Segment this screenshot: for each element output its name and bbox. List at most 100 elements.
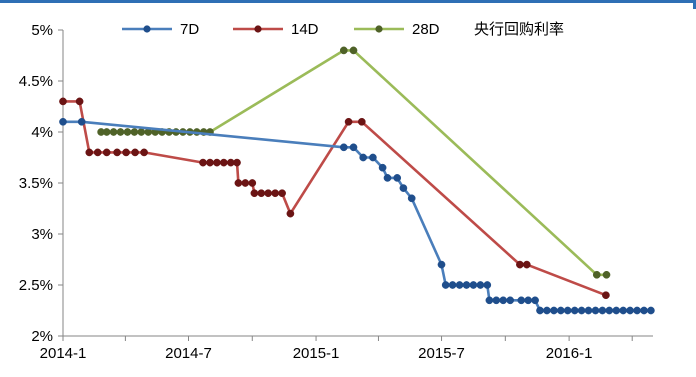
top-border — [0, 0, 696, 3]
legend-label-7D: 7D — [180, 21, 199, 38]
y-tick-label: 3% — [31, 226, 53, 243]
data-point-7D — [359, 153, 368, 162]
legend: 7D 14D 28D 央行回购利率 — [122, 21, 564, 38]
data-point-7D — [483, 281, 492, 289]
data-point-28D — [116, 128, 125, 136]
series-line-28D — [101, 49, 607, 277]
data-point-28D — [349, 46, 358, 55]
data-point-7D — [462, 281, 471, 289]
y-tick-label: 3.5% — [19, 175, 53, 192]
y-tick-label: 5% — [31, 22, 53, 39]
series-line-7D — [63, 120, 651, 312]
data-point-7D — [619, 306, 628, 315]
legend-marker-7D — [143, 25, 151, 33]
data-point-28D — [339, 46, 348, 55]
data-point-7D — [570, 306, 579, 315]
data-point-14D — [241, 179, 250, 187]
data-point-14D — [271, 189, 280, 198]
data-point-7D — [626, 306, 634, 315]
x-tick-label: 2016-1 — [546, 345, 593, 362]
data-point-7D — [485, 296, 494, 305]
data-point-14D — [602, 291, 610, 300]
data-point-28D — [109, 128, 118, 136]
legend-marker-14D — [254, 25, 262, 33]
data-point-7D — [524, 296, 533, 305]
legend-marker-28D — [375, 25, 383, 33]
data-point-7D — [476, 281, 485, 289]
data-point-14D — [234, 179, 243, 187]
data-point-7D — [506, 296, 515, 305]
data-point-7D — [393, 174, 402, 182]
data-point-7D — [584, 306, 593, 315]
data-point-7D — [399, 184, 408, 192]
data-point-14D — [213, 158, 221, 167]
data-point-7D — [339, 143, 348, 152]
data-point-14D — [219, 158, 228, 167]
data-point-7D — [591, 306, 600, 315]
data-point-7D — [647, 306, 655, 315]
chart-title: 央行回购利率 — [474, 21, 564, 38]
data-point-14D — [206, 158, 214, 167]
data-point-7D — [407, 194, 416, 203]
data-point-14D — [286, 209, 295, 218]
data-point-7D — [605, 306, 614, 315]
data-point-14D — [250, 189, 259, 198]
legend-label-28D: 28D — [412, 21, 440, 38]
data-point-28D — [592, 270, 601, 279]
data-point-14D — [59, 97, 67, 106]
data-point-14D — [357, 117, 366, 126]
y-tick-label: 2.5% — [19, 277, 53, 294]
data-point-28D — [130, 128, 139, 136]
data-point-7D — [448, 281, 457, 289]
x-tick-label: 2015-1 — [293, 345, 340, 362]
y-tick-label: 4% — [31, 124, 53, 141]
data-point-28D — [602, 270, 611, 279]
y-tick-label: 4.5% — [19, 73, 53, 90]
data-point-14D — [248, 179, 257, 187]
series-group — [59, 46, 655, 315]
data-point-7D — [369, 153, 377, 162]
data-point-7D — [543, 306, 551, 315]
data-point-14D — [122, 148, 130, 157]
data-point-7D — [536, 306, 544, 315]
axes: 2% 2.5% 3% 3.5% 4% 4.5% 5% 2014-1 2014-7 2015-1 20… — [19, 22, 653, 362]
data-point-7D — [492, 296, 501, 305]
top-border-corner — [693, 3, 696, 9]
legend-label-14D: 14D — [291, 21, 319, 38]
data-point-7D — [77, 117, 86, 126]
data-point-14D — [522, 260, 531, 269]
data-point-7D — [612, 306, 621, 315]
data-point-28D — [137, 128, 146, 136]
data-point-7D — [640, 306, 648, 315]
x-tick-label: 2014-7 — [165, 345, 212, 362]
data-point-7D — [563, 306, 572, 315]
data-point-7D — [556, 306, 565, 315]
data-point-14D — [113, 148, 121, 157]
data-point-7D — [499, 296, 508, 305]
data-point-7D — [378, 163, 387, 172]
data-point-14D — [85, 148, 94, 157]
data-point-7D — [59, 117, 67, 126]
data-point-7D — [349, 143, 358, 152]
data-point-28D — [102, 128, 111, 136]
data-point-14D — [75, 97, 84, 106]
data-point-7D — [517, 296, 526, 305]
data-point-14D — [344, 117, 353, 126]
data-point-28D — [123, 128, 132, 136]
data-point-7D — [455, 281, 464, 289]
data-point-14D — [257, 189, 266, 198]
data-point-14D — [516, 260, 524, 269]
x-tick-label: 2015-7 — [418, 345, 465, 362]
data-point-7D — [531, 296, 539, 305]
data-point-14D — [93, 148, 102, 157]
data-point-14D — [102, 148, 111, 157]
data-point-14D — [199, 158, 207, 167]
data-point-7D — [633, 306, 641, 315]
data-point-14D — [131, 148, 139, 157]
y-tick-label: 2% — [31, 328, 53, 345]
data-point-7D — [550, 306, 558, 315]
data-point-7D — [383, 174, 392, 182]
data-point-7D — [437, 260, 446, 269]
data-point-7D — [577, 306, 586, 315]
